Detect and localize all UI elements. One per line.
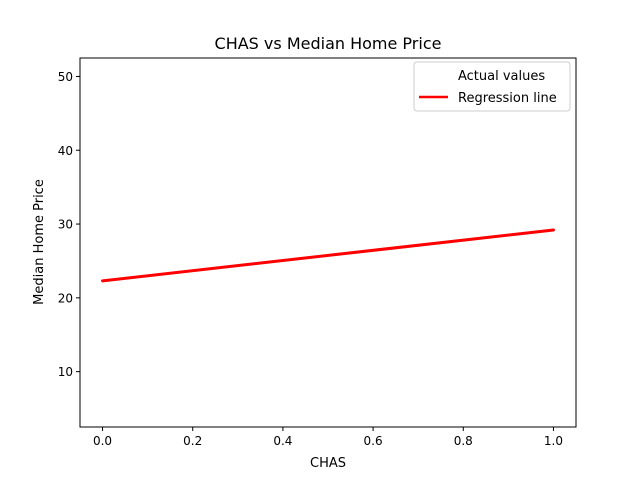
x-axis-ticks: 0.0 0.2 0.4 0.6 0.8 1.0 <box>93 427 563 448</box>
y-tick-label: 50 <box>58 70 73 84</box>
chart-title: CHAS vs Median Home Price <box>215 34 442 53</box>
legend-marker-actual-values <box>430 73 436 79</box>
y-tick-label: 30 <box>58 218 73 232</box>
plot-area <box>80 58 576 427</box>
x-tick-label: 0.4 <box>273 434 292 448</box>
x-tick-label: 0.8 <box>454 434 473 448</box>
legend-frame <box>413 61 571 112</box>
y-tick-label: 10 <box>58 365 73 379</box>
y-tick-label: 20 <box>58 291 73 305</box>
x-tick-label: 1.0 <box>544 434 563 448</box>
legend-label-regression-line: Regression line <box>458 91 557 106</box>
legend-label-actual-values: Actual values <box>458 69 545 84</box>
plot-frame <box>79 57 577 428</box>
y-axis-ticks: 10 20 30 40 50 <box>58 70 80 379</box>
x-tick-label: 0.2 <box>183 434 202 448</box>
data-layer <box>101 228 555 283</box>
regression-line <box>101 228 555 283</box>
x-tick-label: 0.6 <box>364 434 383 448</box>
x-axis-label: CHAS <box>310 456 346 471</box>
x-tick-label: 0.0 <box>93 434 112 448</box>
y-axis-label: Median Home Price <box>32 179 47 305</box>
y-tick-label: 40 <box>58 144 73 158</box>
legend: Actual values Regression line <box>413 61 571 112</box>
